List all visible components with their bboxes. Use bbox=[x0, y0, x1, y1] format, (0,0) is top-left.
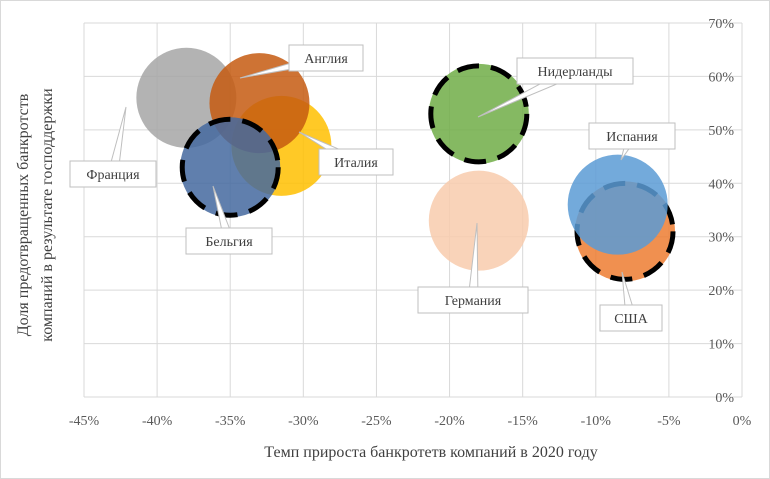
callout-box bbox=[588, 122, 676, 150]
bubble-label: Нидерланды bbox=[538, 65, 614, 80]
y-tick-label: 50% bbox=[708, 124, 734, 139]
tick-labels: -45% -40% -35% -30% -25% -20% -15% -10% -5% 0% 0% 1… bbox=[69, 17, 752, 429]
callout-box bbox=[288, 44, 364, 72]
x-tick-label: -5% bbox=[657, 414, 681, 429]
x-tick-label: -40% bbox=[142, 414, 173, 429]
x-tick-label: -45% bbox=[69, 414, 100, 429]
x-axis-title: Темп прироста банкротетв компаний в 2020… bbox=[264, 444, 597, 461]
callout-box bbox=[318, 148, 394, 176]
y-tick-label: 60% bbox=[708, 70, 734, 85]
callout-box bbox=[417, 286, 529, 314]
y-axis-title-line-1: Доля предотвращенных банкротств bbox=[15, 93, 32, 336]
bubble-label: Германия bbox=[445, 294, 502, 309]
bubble-label: Бельгия bbox=[205, 235, 253, 250]
callout-box bbox=[69, 160, 157, 188]
x-tick-label: 0% bbox=[733, 414, 752, 429]
y-tick-label: 0% bbox=[715, 391, 734, 406]
bubble-dashed-outline bbox=[179, 116, 281, 218]
bubble bbox=[428, 170, 529, 271]
y-axis-title-line-2: компаний в результате господдержки bbox=[39, 88, 56, 342]
y-tick-label: 30% bbox=[708, 231, 734, 246]
bubble-label: Франция bbox=[86, 168, 140, 183]
y-tick-label: 20% bbox=[708, 284, 734, 299]
callouts: Франция Италия Англия Бельгия Нидерланды Герм… bbox=[69, 44, 676, 332]
callout-box bbox=[599, 304, 663, 332]
bubble bbox=[567, 154, 668, 255]
callout-box bbox=[185, 227, 273, 255]
bubble-label: Испания bbox=[606, 130, 658, 145]
bubble bbox=[428, 63, 529, 164]
y-tick-label: 70% bbox=[708, 17, 734, 32]
x-tick-label: -10% bbox=[581, 414, 612, 429]
x-tick-label: -15% bbox=[508, 414, 539, 429]
y-tick-label: 10% bbox=[708, 338, 734, 353]
bubble bbox=[180, 117, 281, 218]
callout-box bbox=[516, 57, 634, 85]
y-tick-label: 40% bbox=[708, 177, 734, 192]
bubble-label: США bbox=[614, 312, 648, 327]
bubbles bbox=[136, 47, 676, 282]
x-tick-label: -20% bbox=[434, 414, 465, 429]
bubble-label: Англия bbox=[304, 52, 348, 67]
bubble-dashed-outline bbox=[428, 63, 530, 165]
x-tick-label: -25% bbox=[361, 414, 392, 429]
bubble-label: Италия bbox=[334, 156, 378, 171]
x-tick-label: -35% bbox=[215, 414, 246, 429]
x-tick-label: -30% bbox=[288, 414, 319, 429]
